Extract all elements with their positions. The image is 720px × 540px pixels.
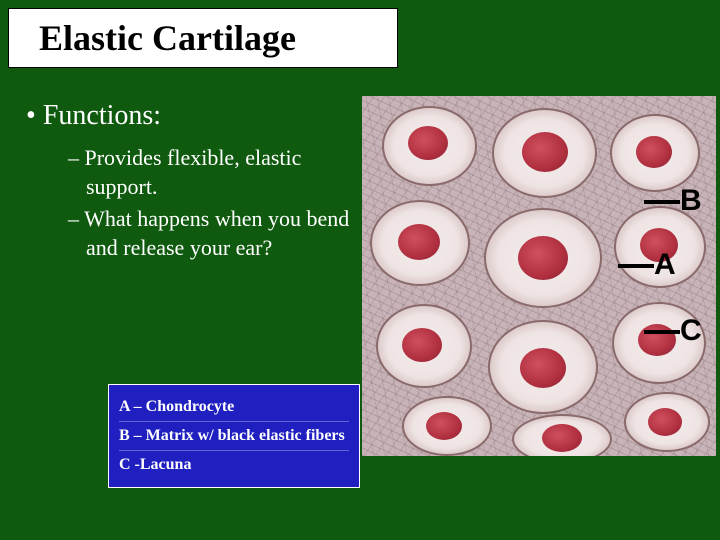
sub-bullet: Provides flexible, elastic support. [68, 144, 360, 201]
title-box: Elastic Cartilage [8, 8, 398, 68]
legend-item-b: B – Matrix w/ black elastic fibers [119, 422, 349, 451]
sub-bullet-list: Provides flexible, elastic support. What… [20, 144, 360, 262]
legend-item-c: C -Lacuna [119, 451, 349, 479]
legend-box: A – Chondrocyte B – Matrix w/ black elas… [108, 384, 360, 488]
pointer-label-c: C [680, 314, 702, 348]
chondrocyte-nucleus [638, 324, 676, 356]
legend-item-a: A – Chondrocyte [119, 393, 349, 422]
pointer-line [644, 200, 680, 204]
sub-bullet: What happens when you bend and release y… [68, 205, 360, 262]
chondrocyte-nucleus [648, 408, 682, 436]
chondrocyte-nucleus [522, 132, 568, 172]
chondrocyte-nucleus [426, 412, 462, 440]
pointer-line [618, 264, 654, 268]
chondrocyte-nucleus [398, 224, 440, 260]
pointer-line [644, 330, 680, 334]
main-bullet: Functions: [20, 100, 360, 132]
content-area: Functions: Provides flexible, elastic su… [20, 100, 360, 266]
slide-title: Elastic Cartilage [39, 17, 296, 59]
micrograph: BAC [362, 96, 716, 456]
chondrocyte-nucleus [542, 424, 582, 452]
chondrocyte-nucleus [408, 126, 448, 160]
pointer-label-a: A [654, 248, 676, 282]
chondrocyte-nucleus [518, 236, 568, 280]
chondrocyte-nucleus [402, 328, 442, 362]
chondrocyte-nucleus [636, 136, 672, 168]
pointer-label-b: B [680, 184, 702, 218]
chondrocyte-nucleus [520, 348, 566, 388]
